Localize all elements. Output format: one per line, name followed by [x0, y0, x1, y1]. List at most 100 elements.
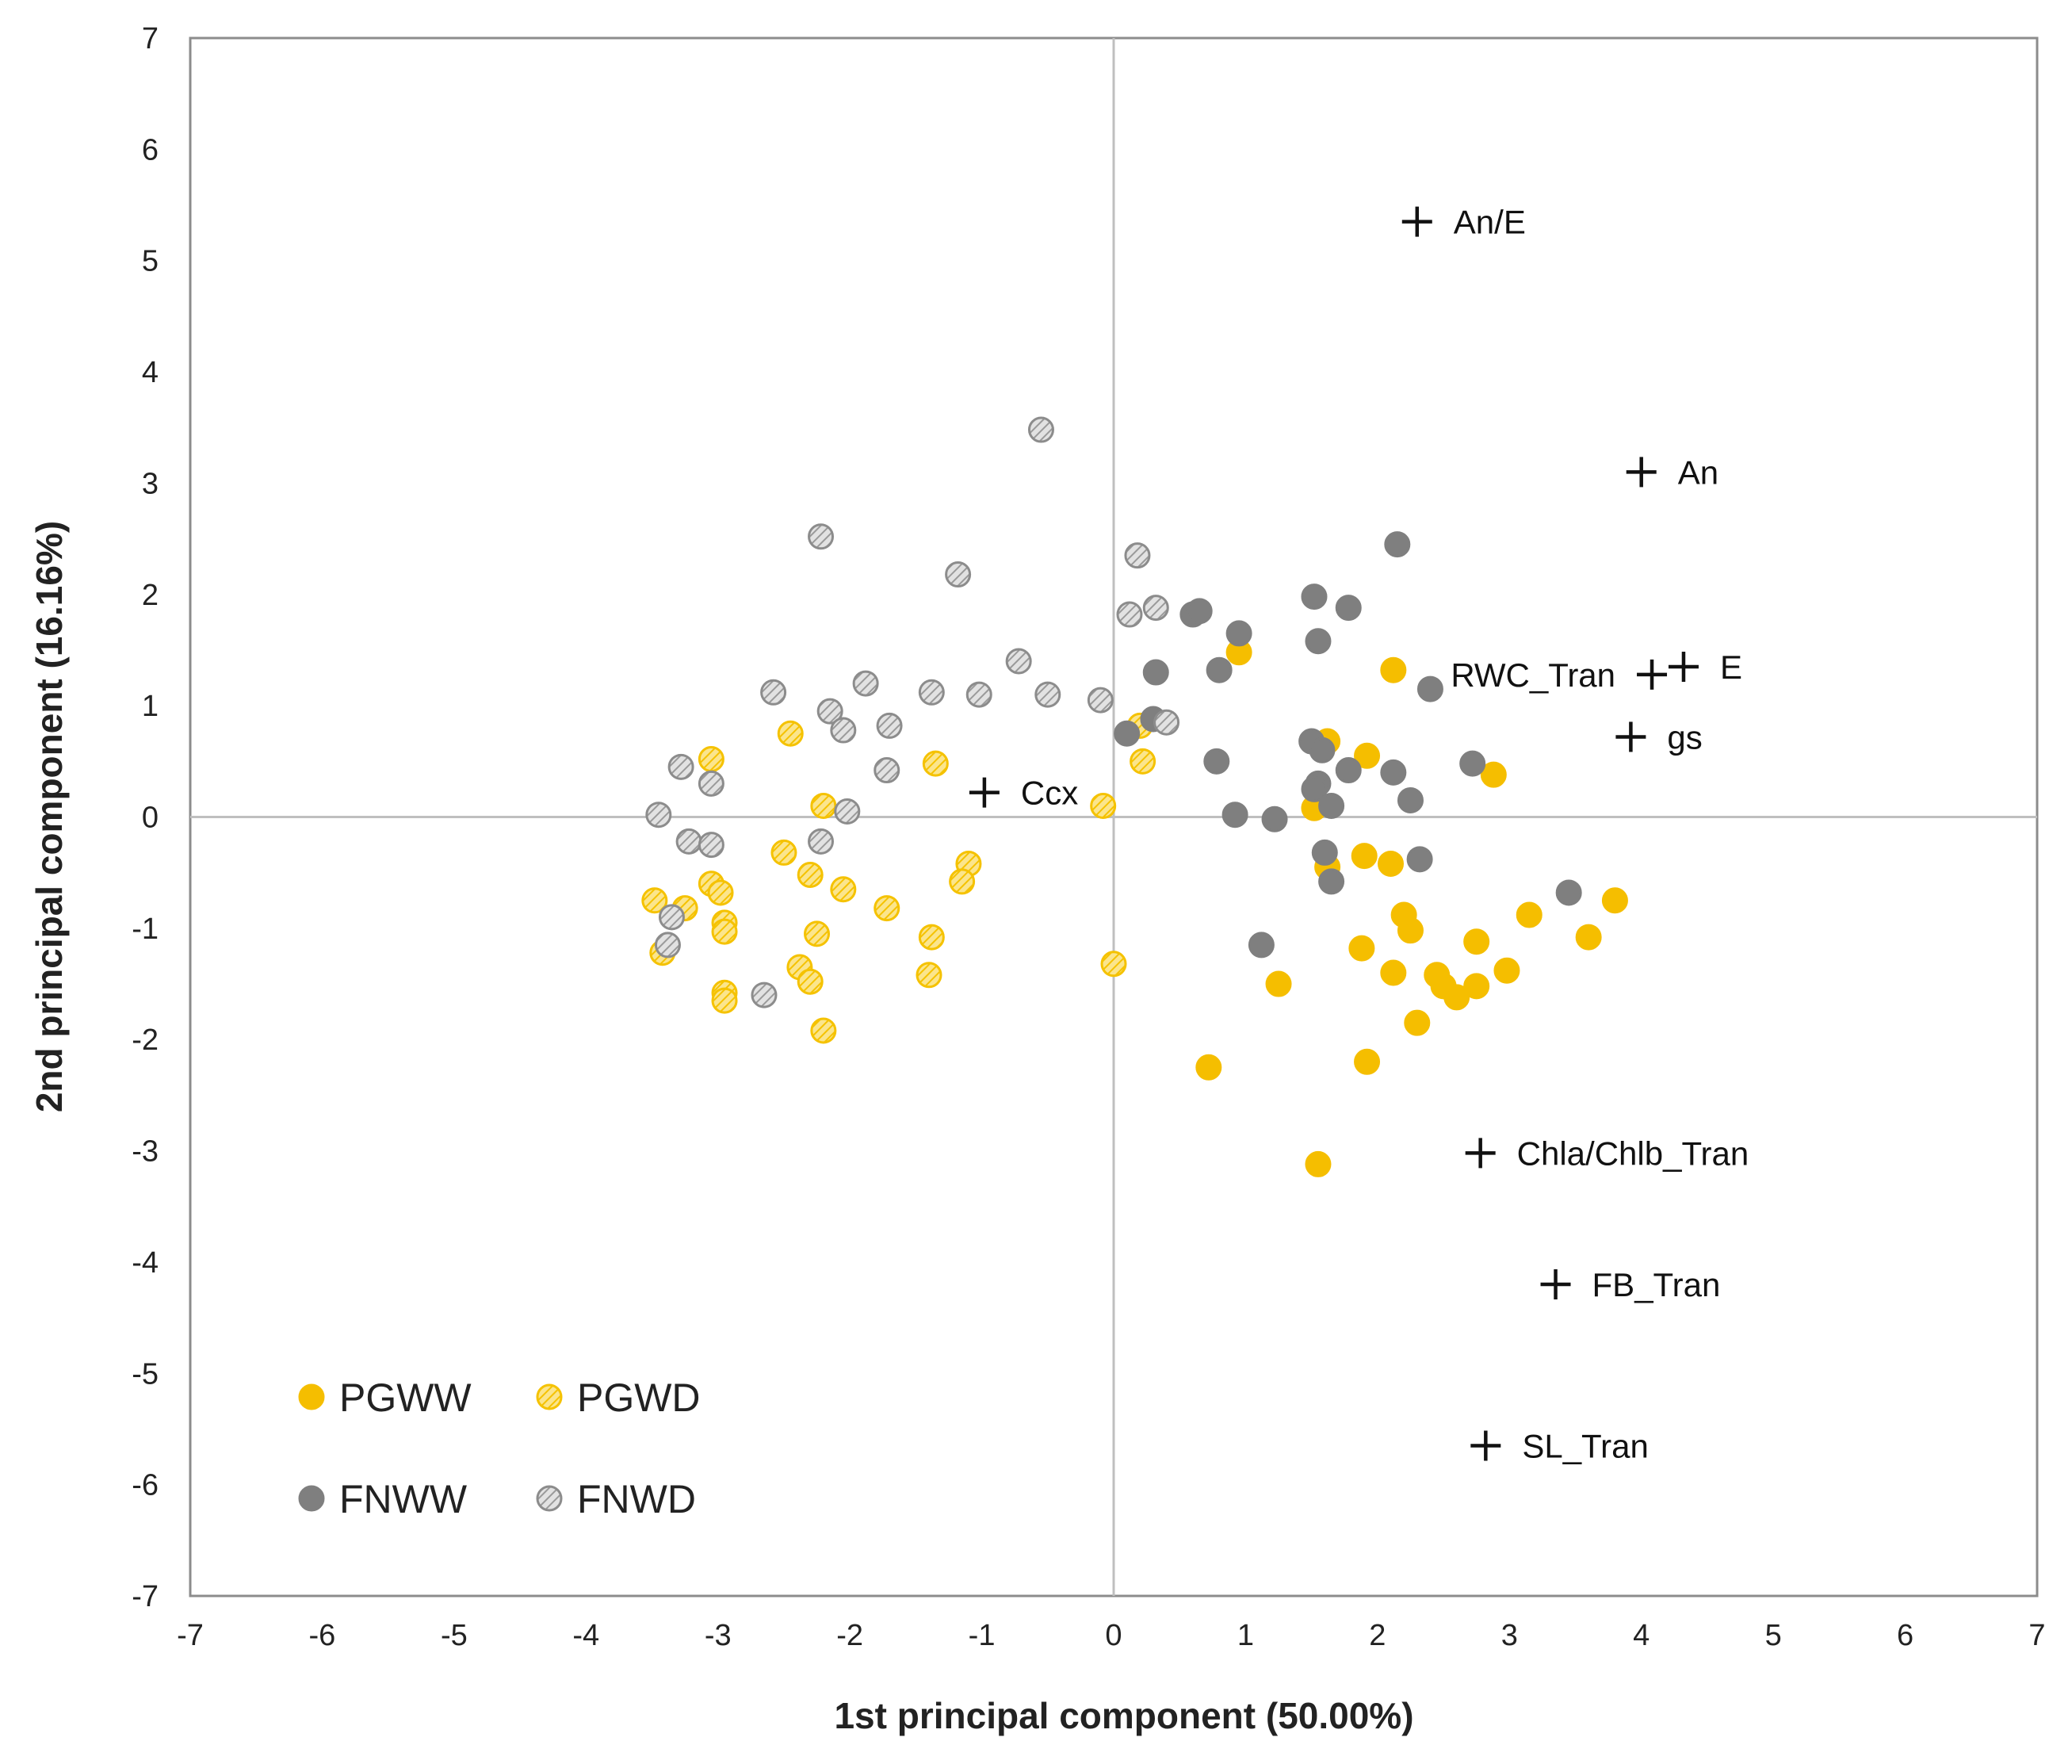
variable-label: An/E [1454, 204, 1526, 241]
legend-label: PGWW [339, 1376, 472, 1420]
x-tick-label: -7 [177, 1619, 204, 1652]
point-fnww [1459, 750, 1486, 777]
point-pgwd [770, 839, 797, 866]
point-fnwd [876, 712, 903, 739]
point-pgww [1380, 656, 1407, 683]
point-fnww [1380, 759, 1407, 786]
legend-item-fnww: FNWW [298, 1477, 468, 1521]
variable-chla-chlb-tran: Chla/Chlb_Tran [1465, 1135, 1749, 1172]
legend-label: FNWW [339, 1477, 468, 1521]
y-tick-label: 5 [142, 245, 159, 278]
point-pgww [1354, 742, 1381, 769]
variable-sl-tran: SL_Tran [1470, 1428, 1649, 1465]
legend-item-fnwd: FNWD [536, 1477, 696, 1521]
point-pgwd [949, 868, 976, 895]
variable-an: An [1626, 453, 1718, 491]
point-fnwd [918, 679, 945, 706]
x-tick-label: 4 [1633, 1619, 1650, 1652]
y-tick-label: -4 [132, 1246, 159, 1280]
point-fnwd [698, 770, 724, 797]
variable-label: FB_Tran [1592, 1266, 1721, 1303]
point-pgww [1354, 1048, 1381, 1075]
y-tick-label: -7 [132, 1580, 159, 1613]
point-fnww [1384, 531, 1411, 558]
variable-rwc-tran: RWC_Tran [1451, 656, 1668, 694]
y-tick-label: -2 [132, 1024, 159, 1057]
point-fnwd [1005, 648, 1032, 675]
x-tick-label: -2 [836, 1619, 863, 1652]
legend: PGWW PGWD FNWW FNWD [298, 1376, 701, 1521]
point-fnww [1142, 659, 1169, 686]
variable-label: gs [1667, 718, 1702, 756]
point-fnww [1309, 737, 1336, 763]
point-pgwd [916, 962, 942, 989]
point-fnww [1203, 748, 1230, 775]
y-tick-label: 4 [142, 356, 159, 389]
y-tick-label: -5 [132, 1357, 159, 1391]
point-fnwd [852, 670, 879, 697]
point-pgwd [810, 1017, 837, 1044]
point-fnww [1397, 786, 1424, 813]
point-pgww [1493, 957, 1520, 984]
data-points [641, 416, 1628, 1177]
y-tick-label: 6 [142, 133, 159, 166]
point-pgww [1463, 973, 1490, 1000]
point-pgwd [1100, 951, 1127, 978]
point-pgwd [1130, 748, 1156, 775]
legend-item-pgww: PGWW [298, 1376, 472, 1420]
point-fnwd [645, 802, 672, 828]
point-pgwd [918, 924, 945, 951]
point-fnwd [834, 798, 861, 825]
point-fnwd [751, 981, 778, 1008]
y-tick-label: 2 [142, 579, 159, 612]
point-fnwd [1027, 416, 1054, 443]
legend-label: PGWD [577, 1376, 701, 1420]
point-fnww [1114, 720, 1141, 747]
point-fnww [1318, 868, 1345, 895]
x-tick-label: -1 [969, 1619, 996, 1652]
variable-an-e: An/E [1401, 204, 1526, 241]
y-axis-title: 2nd principal component (16.16%) [29, 521, 70, 1112]
point-fnwd [698, 832, 724, 859]
point-pgwd [874, 895, 900, 922]
point-pgwd [797, 861, 824, 888]
point-pgww [1480, 761, 1507, 788]
x-tick-label: 3 [1501, 1619, 1518, 1652]
point-pgww [1516, 901, 1543, 928]
point-fnwd [1034, 681, 1061, 708]
point-pgwd [698, 746, 724, 773]
point-pgwd [777, 720, 804, 747]
variable-e: E [1668, 649, 1742, 686]
variable-label: An [1678, 453, 1718, 491]
point-fnwd [1142, 595, 1169, 622]
point-fnww [1261, 805, 1288, 832]
x-tick-label: 1 [1237, 1619, 1254, 1652]
point-fnwd [760, 679, 787, 706]
point-pgwd [1090, 792, 1117, 819]
legend-swatch [536, 1383, 563, 1410]
legend-swatch [536, 1485, 563, 1512]
point-fnwd [830, 717, 857, 744]
variable-fb-tran: FB_Tran [1540, 1266, 1721, 1303]
point-fnww [1335, 757, 1362, 784]
point-fnww [1301, 775, 1328, 802]
point-fnww [1416, 675, 1443, 702]
variable-label: E [1720, 649, 1742, 686]
point-pgww [1348, 935, 1375, 962]
point-fnwd [816, 698, 843, 725]
point-pgwd [810, 792, 837, 819]
point-pgwd [922, 750, 949, 777]
y-tick-label: -1 [132, 913, 159, 946]
x-tick-label: 5 [1765, 1619, 1782, 1652]
point-fnwd [1153, 709, 1180, 736]
point-fnww [1311, 839, 1338, 866]
x-tick-label: 2 [1369, 1619, 1386, 1652]
legend-item-pgwd: PGWD [536, 1376, 701, 1420]
y-tick-label: -3 [132, 1135, 159, 1169]
point-pgww [1601, 887, 1628, 914]
point-fnwd [1087, 687, 1114, 714]
point-pgwd [804, 920, 831, 947]
variable-markers: An/E An RWC_Tran Egs Ccx Chla/Chlb_Tran FB_Tra… [969, 204, 1749, 1465]
point-pgww [1463, 928, 1490, 955]
point-fnww [1305, 628, 1332, 655]
